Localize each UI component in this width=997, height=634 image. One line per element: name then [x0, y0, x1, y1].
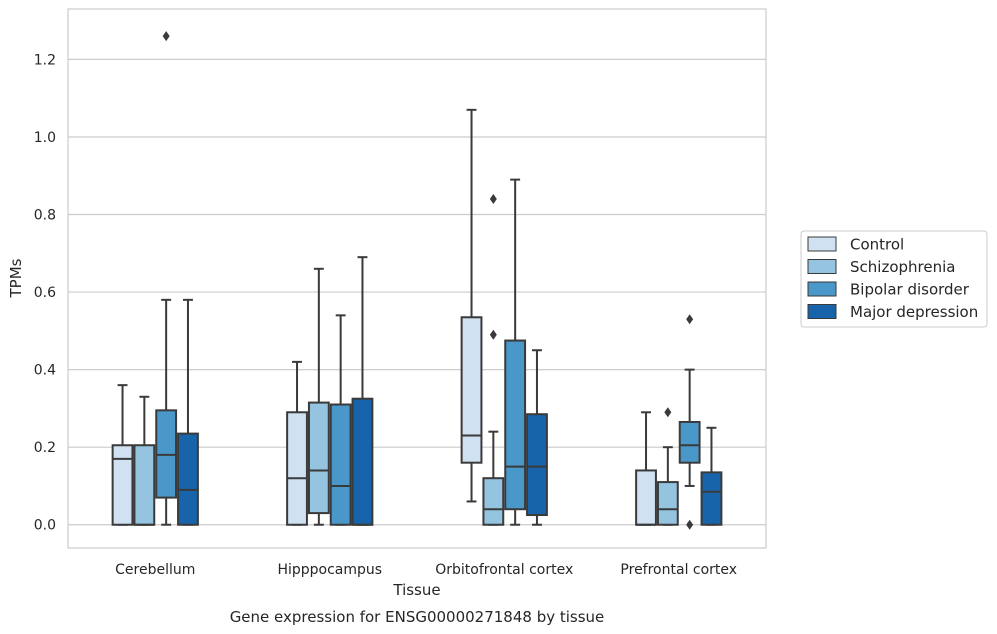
legend-label: Major depression	[850, 303, 978, 321]
outlier-point	[686, 314, 694, 325]
legend-swatch	[807, 259, 837, 274]
y-tick-label: 0.2	[34, 440, 56, 456]
legend-label: Bipolar disorder	[850, 281, 970, 299]
box-1-3	[351, 256, 374, 526]
box-iqr	[133, 444, 156, 526]
box-iqr	[482, 477, 505, 526]
boxes	[111, 31, 723, 530]
y-tick-label: 0.4	[34, 363, 56, 379]
legend: Control Schizophrenia Bipolar disorder Majo…	[800, 230, 988, 328]
box-0-1	[133, 395, 156, 526]
y-axis-label: TPMs	[7, 258, 25, 298]
legend-swatch	[807, 281, 837, 297]
box-iqr	[460, 316, 483, 464]
box-iqr	[635, 469, 657, 526]
box-iqr	[700, 471, 723, 526]
box-3-3	[700, 426, 723, 526]
legend-items: Control Schizophrenia Bipolar disorder Majo…	[807, 236, 978, 321]
box-iqr	[307, 401, 330, 515]
box-0-3	[177, 298, 199, 526]
box-2-3	[526, 349, 548, 526]
legend-label: Control	[850, 236, 904, 254]
box-iqr	[286, 411, 308, 526]
box-0-0	[111, 384, 134, 526]
x-axis-label: Tissue	[392, 581, 440, 599]
box-iqr	[504, 339, 527, 511]
outlier-point	[489, 329, 497, 340]
box-3-1	[656, 407, 679, 526]
box-iqr	[329, 403, 352, 526]
outlier-point	[686, 519, 694, 530]
legend-frame	[800, 230, 988, 328]
y-tick-label: 0.0	[34, 518, 56, 534]
x-tick-label: Orbitofrontal cortex	[435, 562, 573, 578]
y-tick-label: 1.2	[34, 52, 56, 68]
box-iqr	[111, 444, 134, 526]
outlier-point	[489, 194, 497, 205]
x-tick-label: Hipppocampus	[277, 562, 382, 578]
box-2-1	[482, 194, 505, 526]
box-iqr	[177, 432, 199, 526]
plot-frame	[67, 8, 767, 549]
y-tick-label: 0.6	[34, 285, 56, 301]
legend-swatch	[807, 236, 837, 252]
box-1-0	[286, 360, 308, 526]
y-tick-label: 0.8	[34, 208, 56, 224]
box-2-0	[460, 108, 483, 503]
box-3-0	[635, 411, 657, 526]
box-2-2	[504, 178, 527, 526]
x-tick-labels: Cerebellum Hipppocampus Orbitofrontal cort…	[115, 562, 737, 578]
box-0-2	[155, 31, 178, 526]
box-iqr	[526, 413, 548, 517]
box-1-2	[329, 314, 352, 526]
outlier-point	[162, 31, 170, 42]
y-tick-labels: 0.0 0.2 0.4 0.6 0.8 1.0 1.2	[34, 52, 56, 533]
box-1-1	[307, 267, 330, 526]
legend-label: Schizophrenia	[850, 258, 955, 276]
box-iqr	[656, 481, 679, 526]
box-3-2	[678, 314, 701, 530]
box-iqr	[678, 420, 701, 464]
chart-caption: Gene expression for ENSG00000271848 by t…	[230, 608, 605, 626]
legend-swatch	[807, 304, 837, 319]
x-tick-label: Prefrontal cortex	[620, 562, 737, 578]
box-iqr	[351, 397, 374, 526]
x-tick-label: Cerebellum	[115, 562, 195, 578]
outlier-point	[664, 407, 672, 418]
y-tick-label: 1.0	[34, 130, 56, 146]
